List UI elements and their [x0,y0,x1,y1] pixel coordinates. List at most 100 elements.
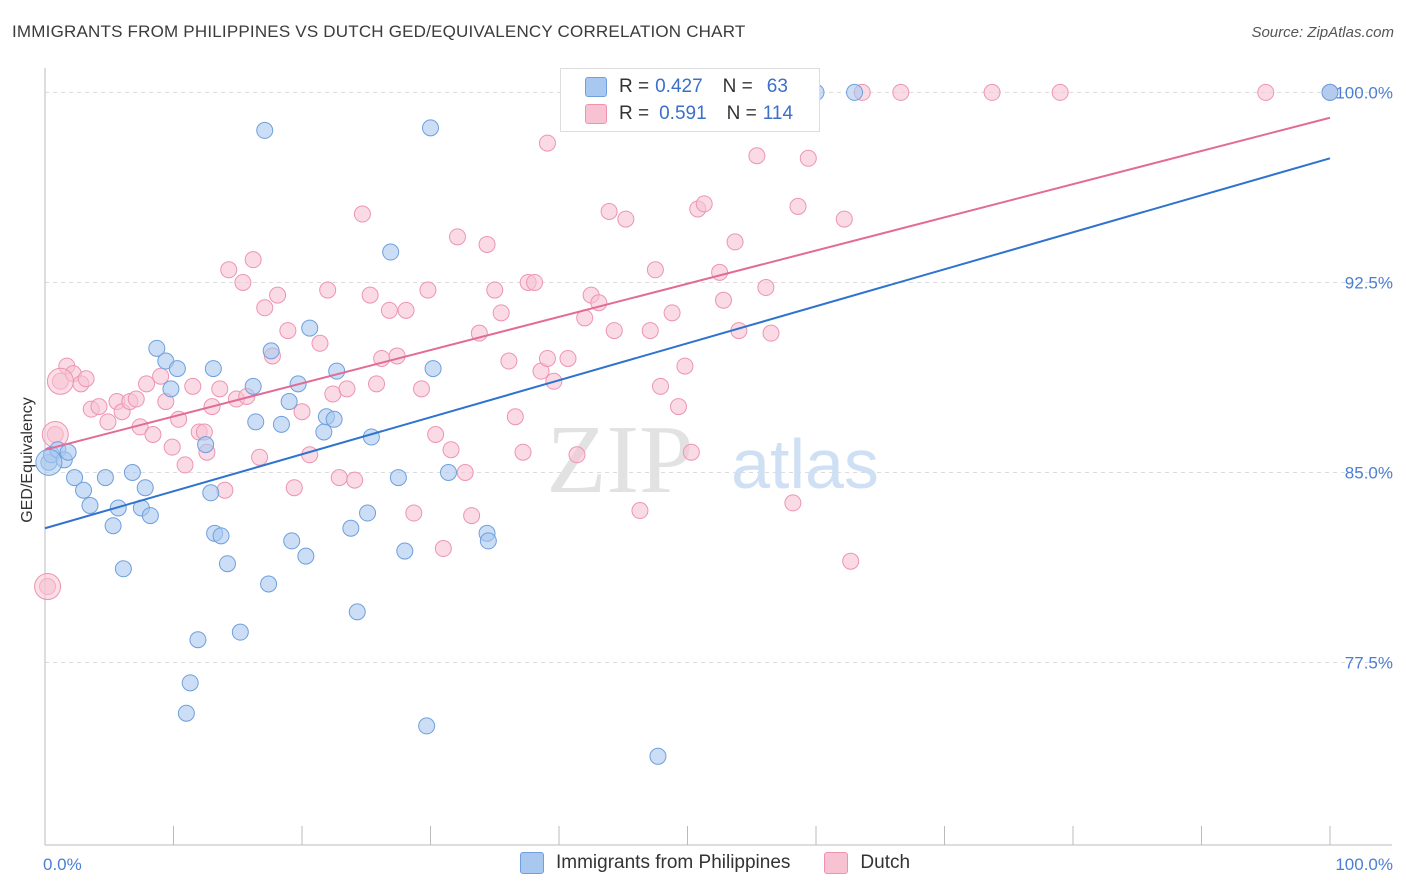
dutch-point [835,210,853,228]
y-tick-label: 92.5% [1345,273,1393,292]
dutch-point [46,367,74,395]
legend-r-value: 0.591 [659,103,707,124]
dutch-point [526,273,544,291]
philippines-point [96,469,114,487]
series-legend: Immigrants from Philippines Dutch [520,852,944,874]
dutch-point [361,286,379,304]
philippines-point [247,413,265,431]
legend-row-philippines: R = 0.427 N = 63 [585,75,788,99]
philippines-point [197,436,215,454]
dutch-point [559,349,577,367]
philippines-point [104,517,122,535]
legend-item-philippines: Immigrants from Philippines [520,852,790,874]
legend-r-label: R = [619,76,650,97]
philippines-point [75,481,93,499]
philippines-point [301,319,319,337]
philippines-point [283,532,301,550]
dutch-point [405,504,423,522]
legend-swatch-blue [520,852,544,874]
dutch-point [799,149,817,167]
philippines-point [348,603,366,621]
philippines-point [479,532,497,550]
dutch-point [311,334,329,352]
dutch-point [670,398,688,416]
dutch-point [652,377,670,395]
grid [45,91,1392,664]
philippines-point [359,504,377,522]
dutch-point [419,281,437,299]
dutch-point [646,261,664,279]
philippines-trend-line [44,157,1331,530]
legend-label-dutch: Dutch [860,852,911,873]
philippines-point [846,83,864,101]
dutch-point [711,263,729,281]
dutch-point [176,456,194,474]
legend-item-dutch: Dutch [824,852,910,874]
dutch-point [34,573,62,601]
dutch-point [380,301,398,319]
dutch-point [682,443,700,461]
dutch-point [676,357,694,375]
philippines-point [262,342,280,360]
dutch-point [538,349,556,367]
dutch-point [605,322,623,340]
legend-r-label: R = [619,103,650,124]
dutch-point [456,464,474,482]
dutch-point [338,380,356,398]
dutch-point [434,540,452,558]
philippines-point [362,428,380,446]
dutch-point [346,471,364,489]
dutch-point [762,324,780,342]
dutch-point [234,273,252,291]
dutch-point [90,398,108,416]
dutch-point [478,235,496,253]
dutch-point [413,380,431,398]
watermark-atlas: atlas [731,425,879,503]
philippines-point [59,443,77,461]
philippines-point [231,623,249,641]
philippines-point [114,560,132,578]
chart-title: IMMIGRANTS FROM PHILIPPINES VS DUTCH GED… [12,22,746,41]
philippines-point [181,674,199,692]
philippines-point [256,121,274,139]
dutch-point [319,281,337,299]
philippines-point [212,527,230,545]
dutch-point [892,83,910,101]
trend-lines [44,116,1331,530]
dutch-point [789,197,807,215]
dutch-point [842,552,860,570]
philippines-point [81,496,99,514]
dutch-point [77,370,95,388]
y-tick-label: 85.0% [1345,464,1393,483]
philippines-point [396,542,414,560]
philippines-point [218,555,236,573]
legend-n-label: N = [722,76,753,97]
y-tick-label: 100.0% [1335,83,1393,102]
philippines-point [177,704,195,722]
dutch-point [244,251,262,269]
philippines-point [35,448,63,476]
philippines-point [1321,83,1339,101]
philippines-point [136,479,154,497]
dutch-point [748,147,766,165]
dutch-point [492,304,510,322]
dutch-point [757,279,775,297]
dutch-point [220,261,238,279]
dutch-point [152,367,170,385]
dutch-point [397,301,415,319]
dutch-point [211,380,229,398]
dutch-point [568,446,586,464]
dutch-point [695,195,713,213]
legend-n-label: N = [726,103,757,124]
dutch-point [216,481,234,499]
dutch-point [256,299,274,317]
philippines-point [280,393,298,411]
dutch-point [163,438,181,456]
dutch-point [184,377,202,395]
philippines-points [35,83,1339,765]
dutch-point [1257,83,1275,101]
philippines-point [422,119,439,137]
philippines-point [260,575,278,593]
dutch-point [269,286,287,304]
dutch-point [714,291,732,309]
